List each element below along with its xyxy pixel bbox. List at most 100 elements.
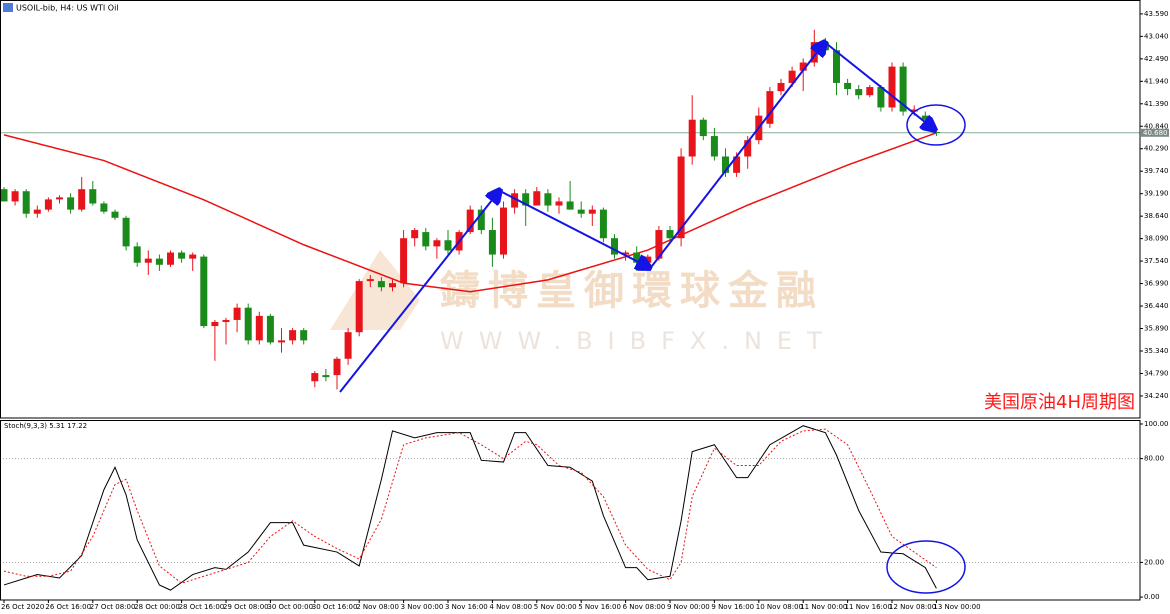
x-tick-label: 30 Oct 16:00	[312, 603, 358, 611]
candle-body	[0, 189, 8, 202]
candle-body	[444, 240, 452, 251]
x-tick-label: 3 Nov 16:00	[445, 603, 488, 611]
y-tick-label: 80.00	[1144, 455, 1164, 463]
candle-body	[344, 332, 352, 359]
candle-body	[666, 230, 674, 239]
y-tick-label: 36.440	[1144, 302, 1169, 310]
candle-body	[189, 254, 197, 259]
candle-body	[266, 315, 274, 343]
candle-body	[56, 197, 63, 200]
candle-body	[477, 209, 485, 231]
trend-arrow	[826, 43, 935, 130]
y-tick-label: 40.290	[1144, 145, 1169, 153]
y-tick-label: 39.740	[1144, 167, 1169, 175]
y-tick-label: 36.990	[1144, 280, 1169, 288]
candle-body	[389, 283, 396, 288]
candle-body	[599, 209, 607, 239]
candle-body	[122, 217, 130, 247]
watermark-logo	[330, 250, 420, 330]
x-tick-label: 30 Oct 00:00	[267, 603, 313, 611]
watermark-name: 鑄博皇御環球金融	[439, 268, 824, 314]
candle-body	[744, 140, 752, 157]
moving-average	[3, 132, 937, 293]
x-tick-label: 10 Nov 08:00	[756, 603, 803, 611]
candle-body	[844, 82, 852, 90]
y-tick-label: 37.540	[1144, 257, 1169, 265]
y-tick-label: 43.590	[1144, 10, 1169, 18]
highlight-ellipse	[906, 104, 966, 146]
y-tick-label: 39.190	[1144, 190, 1169, 198]
trend-arrow	[501, 191, 650, 268]
candle-body	[833, 50, 840, 83]
x-tick-label: 13 Nov 00:00	[933, 603, 980, 611]
candle-body	[855, 89, 863, 96]
candle-body	[544, 193, 552, 206]
candle-body	[866, 87, 874, 96]
x-tick-label: 27 Oct 08:00	[90, 603, 136, 611]
candle-body	[555, 201, 563, 206]
candle-body	[377, 281, 385, 288]
candle-body	[722, 156, 729, 173]
x-tick-label: 3 Nov 00:00	[401, 603, 444, 611]
candle-body	[411, 230, 419, 239]
candle-body	[533, 191, 541, 206]
candle-body	[233, 307, 241, 320]
candle-body	[322, 375, 330, 378]
candle-body	[888, 66, 896, 108]
x-tick-label: 26 Oct 16:00	[45, 603, 91, 611]
candle-body	[488, 230, 496, 255]
candle-body	[799, 62, 807, 71]
watermark: 鑄博皇御環球金融 WWW.BIBFX.NET	[330, 250, 837, 355]
candle-body	[200, 256, 208, 327]
x-tick-label: 29 Oct 08:00	[223, 603, 269, 611]
candle-body	[566, 201, 574, 210]
x-tick-label: 28 Oct 00:00	[134, 603, 180, 611]
trend-arrow	[651, 42, 825, 267]
candle-body	[100, 203, 108, 212]
candle-body	[155, 258, 163, 265]
candle-body	[244, 307, 252, 341]
x-tick-label: 26 Oct 2020	[1, 603, 44, 611]
y-tick-label: 38.640	[1144, 212, 1169, 220]
candle-body	[278, 340, 285, 343]
candle-body	[788, 70, 796, 83]
x-tick-label: 9 Nov 16:00	[711, 603, 754, 611]
last-price-label: 40.680	[1143, 129, 1168, 137]
x-tick-label: 2 Nov 08:00	[356, 603, 399, 611]
candle-body	[11, 191, 19, 202]
chart-note: 美国原油4H周期图	[984, 392, 1135, 413]
x-tick-label: 4 Nov 08:00	[489, 603, 532, 611]
candle-body	[777, 82, 785, 92]
candle-body	[433, 240, 441, 247]
candle-body	[33, 209, 41, 214]
candle-body	[622, 252, 630, 255]
watermark-url: WWW.BIBFX.NET	[440, 327, 837, 355]
candle-body	[167, 252, 174, 265]
stoch-line	[3, 425, 937, 591]
candle-body	[611, 238, 618, 255]
candle-body	[899, 66, 907, 112]
candle-body	[766, 91, 774, 124]
candle-body	[311, 373, 319, 382]
y-tick-label: 43.040	[1144, 32, 1169, 40]
candle-body	[466, 209, 474, 233]
candle-body	[511, 193, 519, 208]
y-tick-label: 35.890	[1144, 325, 1169, 333]
candle-body	[677, 156, 685, 239]
candle-body	[710, 136, 718, 157]
candle-body	[22, 191, 30, 214]
candle-body	[577, 209, 585, 214]
candle-body	[44, 199, 52, 210]
candle-body	[211, 321, 219, 327]
candle-body	[655, 230, 663, 259]
x-tick-label: 12 Nov 08:00	[889, 603, 936, 611]
candle-body	[355, 281, 363, 333]
y-tick-label: 34.790	[1144, 369, 1169, 377]
candle-body	[255, 315, 263, 341]
candle-body	[522, 193, 530, 206]
trend-arrow	[339, 190, 500, 393]
last-price-box	[1141, 128, 1169, 137]
x-tick-label: 5 Nov 00:00	[534, 603, 577, 611]
